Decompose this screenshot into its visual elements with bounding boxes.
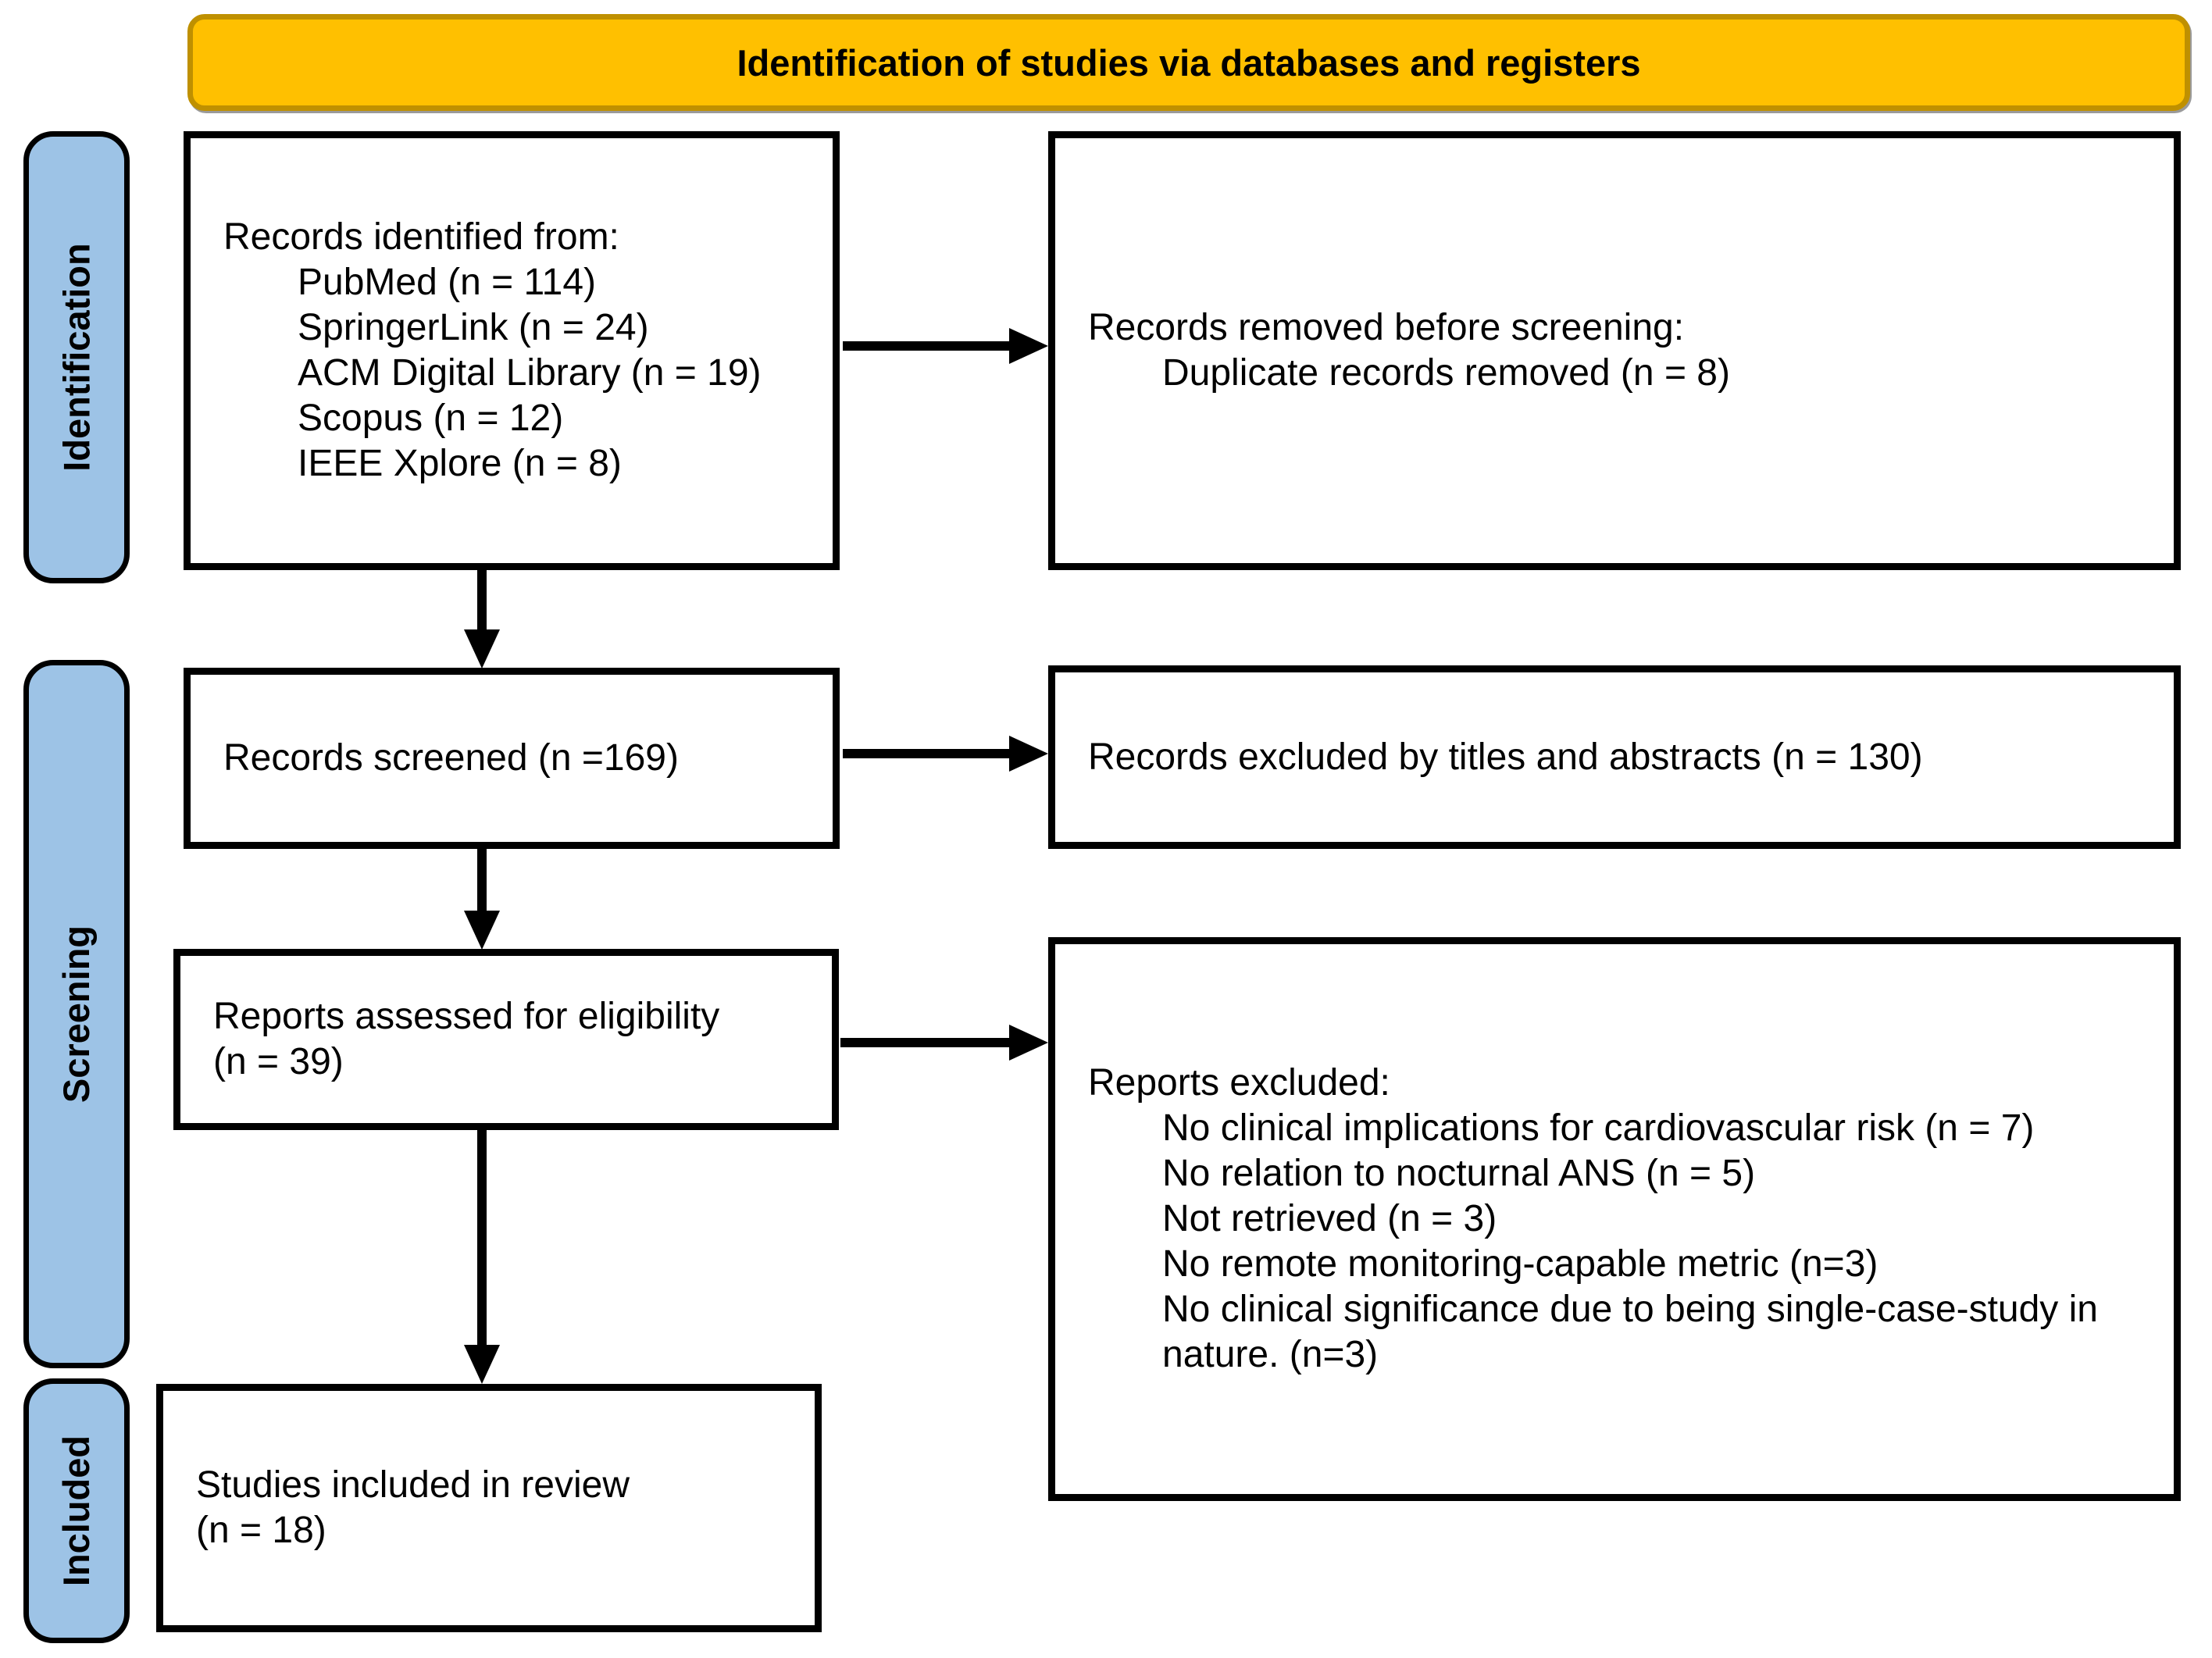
records-removed-box: Records removed before screening: Duplic…: [1048, 131, 2181, 570]
records-screened-box: Records screened (n =169): [184, 668, 840, 849]
arrowhead-right-icon: [1009, 736, 1048, 772]
arrow-shaft: [843, 749, 1013, 758]
box-text-line: Records removed before screening:: [1088, 307, 1685, 348]
reports-assessed-box: Reports assessed for eligibility (n = 39…: [173, 949, 839, 1130]
box-text-line: Records excluded by titles and abstracts…: [1088, 736, 1923, 778]
stage-included: Included: [23, 1378, 130, 1643]
box-text-line: PubMed (n = 114): [298, 262, 597, 303]
stage-included-label: Included: [55, 1435, 98, 1587]
arrowhead-down-icon: [464, 629, 500, 669]
box-text-line: IEEE Xplore (n = 8): [298, 443, 622, 484]
box-text-line: Duplicate records removed (n = 8): [1162, 352, 1730, 394]
stage-identification-label: Identification: [55, 243, 98, 472]
box-text-line: Reports excluded:: [1088, 1062, 1390, 1104]
arrowhead-down-icon: [464, 1345, 500, 1384]
box-text-line: ACM Digital Library (n = 19): [298, 352, 762, 394]
box-text-line: Reports assessed for eligibility: [213, 996, 720, 1037]
arrow-shaft: [477, 849, 487, 913]
arrowhead-right-icon: [1009, 1025, 1048, 1061]
box-text-line: (n = 18): [196, 1510, 326, 1551]
box-text-line: Scopus (n = 12): [298, 398, 564, 439]
box-text-line: No clinical implications for cardiovascu…: [1162, 1107, 2035, 1149]
records-identified-box: Records identified from: PubMed (n = 114…: [184, 131, 840, 570]
box-text-line: nature. (n=3): [1162, 1334, 1379, 1375]
box-text-line: No relation to nocturnal ANS (n = 5): [1162, 1153, 1756, 1194]
box-text-line: Records screened (n =169): [223, 737, 679, 779]
box-text-line: SpringerLink (n = 24): [298, 307, 649, 348]
arrow-shaft: [840, 1038, 1013, 1047]
box-text-line: Not retrieved (n = 3): [1162, 1198, 1497, 1239]
box-text-line: Studies included in review: [196, 1464, 630, 1506]
arrow-shaft: [477, 1130, 487, 1347]
stage-identification: Identification: [23, 131, 130, 583]
box-text-line: Records identified from:: [223, 216, 619, 258]
studies-included-box: Studies included in review (n = 18): [156, 1384, 822, 1632]
stage-screening: Screening: [23, 660, 130, 1368]
stage-screening-label: Screening: [55, 925, 98, 1104]
arrowhead-down-icon: [464, 911, 500, 950]
records-excluded-box: Records excluded by titles and abstracts…: [1048, 665, 2181, 849]
reports-excluded-box: Reports excluded: No clinical implicatio…: [1048, 937, 2181, 1501]
banner-title: Identification of studies via databases …: [737, 41, 1641, 84]
box-text-line: (n = 39): [213, 1041, 344, 1082]
box-text-line: No clinical significance due to being si…: [1162, 1289, 2098, 1330]
arrow-shaft: [843, 341, 1013, 351]
banner: Identification of studies via databases …: [187, 14, 2190, 111]
arrow-shaft: [477, 570, 487, 633]
arrowhead-right-icon: [1009, 328, 1048, 364]
box-text-line: No remote monitoring-capable metric (n=3…: [1162, 1243, 1878, 1285]
